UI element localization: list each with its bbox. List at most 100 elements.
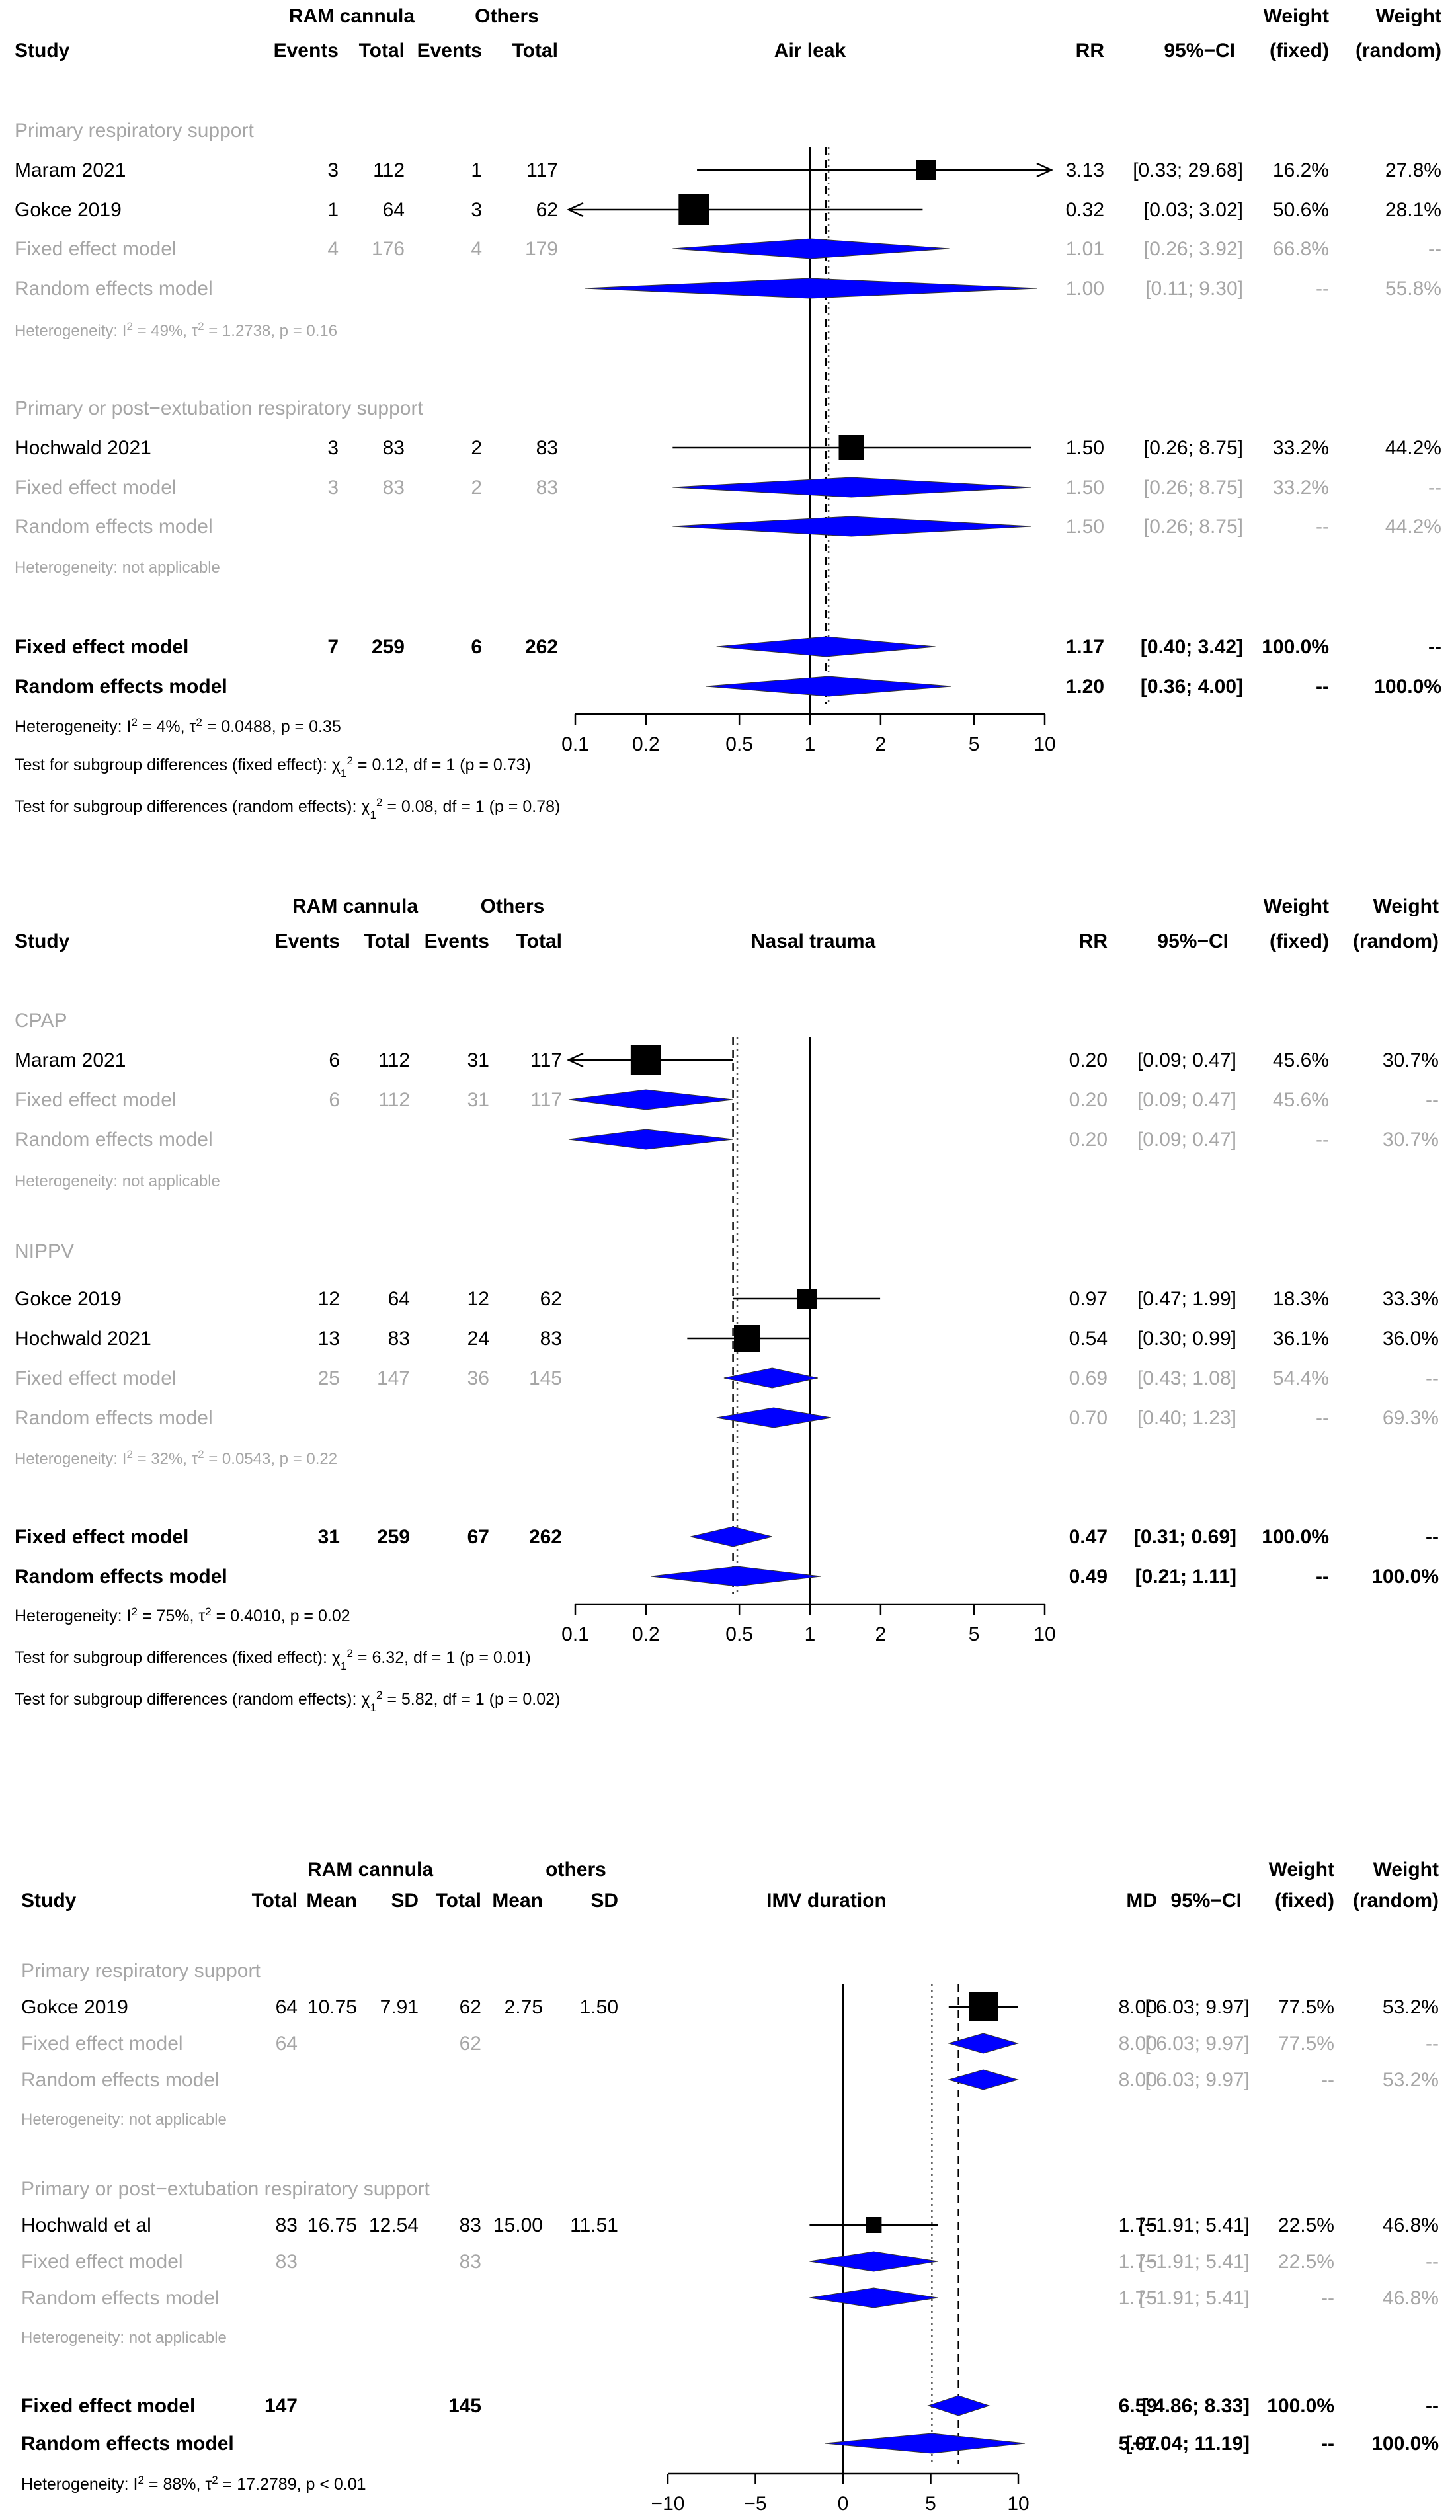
row-weight-fixed: --	[1321, 2287, 1334, 2309]
row-weight-fixed: --	[1316, 676, 1329, 698]
row-estimate: 1.75	[1119, 2215, 1157, 2236]
row-weight-random: 46.8%	[1383, 2287, 1439, 2309]
row-label: Gokce 2019	[15, 1288, 122, 1310]
header-ci: 95%−CI	[1157, 930, 1229, 952]
footer-text: Heterogeneity: I2 = 75%, τ2 = 0.4010, p …	[15, 1605, 350, 1626]
row-weight-fixed: 16.2%	[1273, 159, 1329, 181]
row-estimate: 0.97	[1069, 1288, 1108, 1310]
row-weight-random: 30.7%	[1383, 1049, 1439, 1071]
row-ci: [ 6.03; 9.97]	[1145, 2069, 1250, 2091]
row-cell: 10.75	[307, 1996, 357, 2018]
row-cell: 179	[525, 238, 558, 260]
summary-diamond	[723, 1367, 818, 1389]
x-tick-label: 0.5	[725, 733, 753, 755]
row-cell: 262	[529, 1526, 562, 1548]
row-ci: [0.09; 0.47]	[1137, 1089, 1236, 1111]
header-group1: RAM cannula	[289, 5, 415, 27]
row-weight-fixed: 36.1%	[1273, 1328, 1329, 1350]
header-outcome: Air leak	[774, 40, 846, 61]
row-label: Gokce 2019	[21, 1996, 128, 2018]
summary-diamond	[672, 477, 1031, 498]
header-group1: RAM cannula	[307, 1859, 433, 1881]
row-cell: 1	[327, 199, 339, 221]
row-estimate: 6.59	[1119, 2395, 1157, 2417]
row-weight-fixed: --	[1316, 516, 1329, 538]
forest-panel-2: RAM cannula Others Events Total Events Total S…	[15, 895, 1439, 1714]
header-group1: RAM cannula	[292, 895, 418, 917]
footer-text: Test for subgroup differences (fixed eff…	[15, 754, 531, 780]
summary-diamond	[716, 1407, 832, 1428]
row-estimate: 0.70	[1069, 1407, 1108, 1429]
study-box	[866, 2217, 882, 2233]
study-box	[916, 160, 936, 180]
row-estimate: 0.54	[1069, 1328, 1108, 1350]
row-estimate: 0.69	[1069, 1367, 1108, 1389]
header-measure: MD	[1126, 1890, 1157, 1912]
row-weight-random: --	[1428, 477, 1441, 499]
row-label: Random effects model	[15, 1129, 213, 1151]
header-group2: Others	[481, 895, 545, 917]
row-estimate: 1.50	[1066, 477, 1104, 499]
row-cell: 147	[377, 1367, 410, 1389]
summary-diamond	[716, 636, 936, 657]
row-cell: 145	[448, 2395, 481, 2417]
row-ci: [0.11; 9.30]	[1145, 278, 1243, 300]
row-weight-fixed: 100.0%	[1262, 636, 1329, 658]
row-cell: 83	[276, 2251, 298, 2273]
ci-arrow-left	[566, 1052, 584, 1068]
heterogeneity-text: Heterogeneity: not applicable	[15, 559, 220, 577]
row-cell: 3	[327, 437, 339, 459]
row-label: Fixed effect model	[15, 636, 188, 658]
summary-diamond	[947, 2069, 1020, 2090]
study-box	[838, 435, 864, 460]
row-ci: [−1.91; 5.41]	[1139, 2287, 1250, 2309]
x-tick-label: 1	[805, 1623, 816, 1645]
row-cell: 3	[327, 159, 339, 181]
row-weight-fixed: --	[1321, 2433, 1334, 2455]
row-ci: [ 6.03; 9.97]	[1145, 1996, 1250, 2018]
forest-panel-3: RAM cannula others Total Mean SD Total Mean SD S…	[21, 1859, 1439, 2515]
row-cell: 62	[540, 1288, 562, 1310]
row-weight-fixed: --	[1316, 278, 1329, 300]
subgroup-label: CPAP	[15, 1010, 67, 1032]
row-cell: 83	[536, 437, 558, 459]
row-weight-fixed: 45.6%	[1273, 1089, 1329, 1111]
row-ci: [ 4.86; 8.33]	[1142, 2395, 1250, 2417]
row-estimate: 8.00	[1119, 1996, 1157, 2018]
row-weight-random: --	[1426, 1089, 1439, 1111]
footer-text: Heterogeneity: I2 = 4%, τ2 = 0.0488, p =…	[15, 716, 341, 737]
header-study: Study	[15, 40, 70, 61]
row-weight-random: 53.2%	[1383, 1996, 1439, 2018]
row-ci: [0.26; 8.75]	[1144, 516, 1243, 538]
subgroup-label: Primary or post−extubation respiratory s…	[21, 2178, 430, 2200]
x-tick-label: 5	[925, 2493, 936, 2515]
x-tick-label: 10	[1007, 2493, 1029, 2515]
row-label: Fixed effect model	[15, 477, 177, 499]
row-weight-fixed: --	[1321, 2069, 1334, 2091]
header-weight-fixed: Weight	[1264, 895, 1329, 917]
x-tick-label: −5	[744, 2493, 766, 2515]
header-col-6: SD	[590, 1890, 618, 1912]
header-weight-random: Weight	[1376, 5, 1441, 27]
summary-diamond	[927, 2395, 991, 2416]
summary-diamond	[672, 238, 950, 259]
subgroup-label: Primary respiratory support	[15, 120, 254, 142]
row-label: Random effects model	[15, 676, 227, 698]
row-cell: 31	[467, 1089, 489, 1111]
x-tick-label: 2	[875, 733, 887, 755]
row-weight-fixed: --	[1316, 1129, 1329, 1151]
header-study: Study	[21, 1890, 77, 1912]
summary-diamond	[568, 1129, 733, 1150]
subgroup-label: Primary or post−extubation respiratory s…	[15, 397, 423, 419]
row-ci: [0.30; 0.99]	[1137, 1328, 1236, 1350]
header-events-1: Events	[274, 40, 339, 61]
header-ci: 95%−CI	[1170, 1890, 1242, 1912]
row-ci: [0.26; 8.75]	[1144, 437, 1243, 459]
study-box	[733, 1325, 760, 1352]
row-estimate: 1.20	[1066, 676, 1104, 698]
row-label: Hochwald 2021	[15, 437, 151, 459]
row-weight-random: 28.1%	[1385, 199, 1441, 221]
row-cell: 259	[377, 1526, 410, 1548]
row-weight-fixed: 33.2%	[1273, 477, 1329, 499]
